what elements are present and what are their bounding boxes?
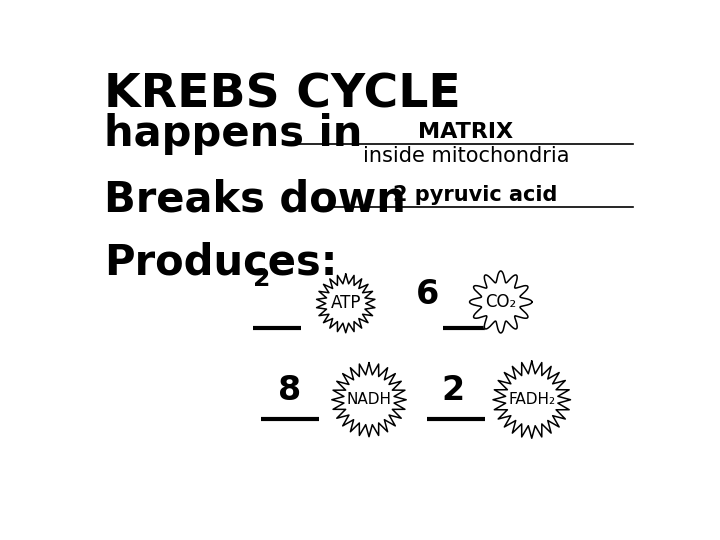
Polygon shape [332, 363, 406, 437]
Text: ATP: ATP [330, 294, 361, 313]
Text: MATRIX: MATRIX [418, 122, 513, 142]
Text: NADH: NADH [346, 392, 392, 407]
Text: 6: 6 [415, 278, 438, 310]
Text: 2 pyruvic acid: 2 pyruvic acid [393, 185, 558, 205]
Text: inside mitochondria: inside mitochondria [363, 146, 569, 166]
Polygon shape [469, 271, 532, 333]
Polygon shape [317, 274, 375, 333]
Text: Breaks down: Breaks down [104, 179, 406, 221]
Text: happens in: happens in [104, 112, 362, 154]
Text: 8: 8 [279, 374, 302, 407]
Text: KREBS CYCLE: KREBS CYCLE [104, 72, 461, 118]
Text: 2: 2 [441, 374, 464, 407]
Text: FADH₂: FADH₂ [508, 392, 555, 407]
Polygon shape [493, 361, 570, 438]
Text: 2: 2 [253, 267, 270, 291]
Text: Produces:: Produces: [104, 242, 338, 284]
Text: CO₂: CO₂ [485, 293, 516, 311]
